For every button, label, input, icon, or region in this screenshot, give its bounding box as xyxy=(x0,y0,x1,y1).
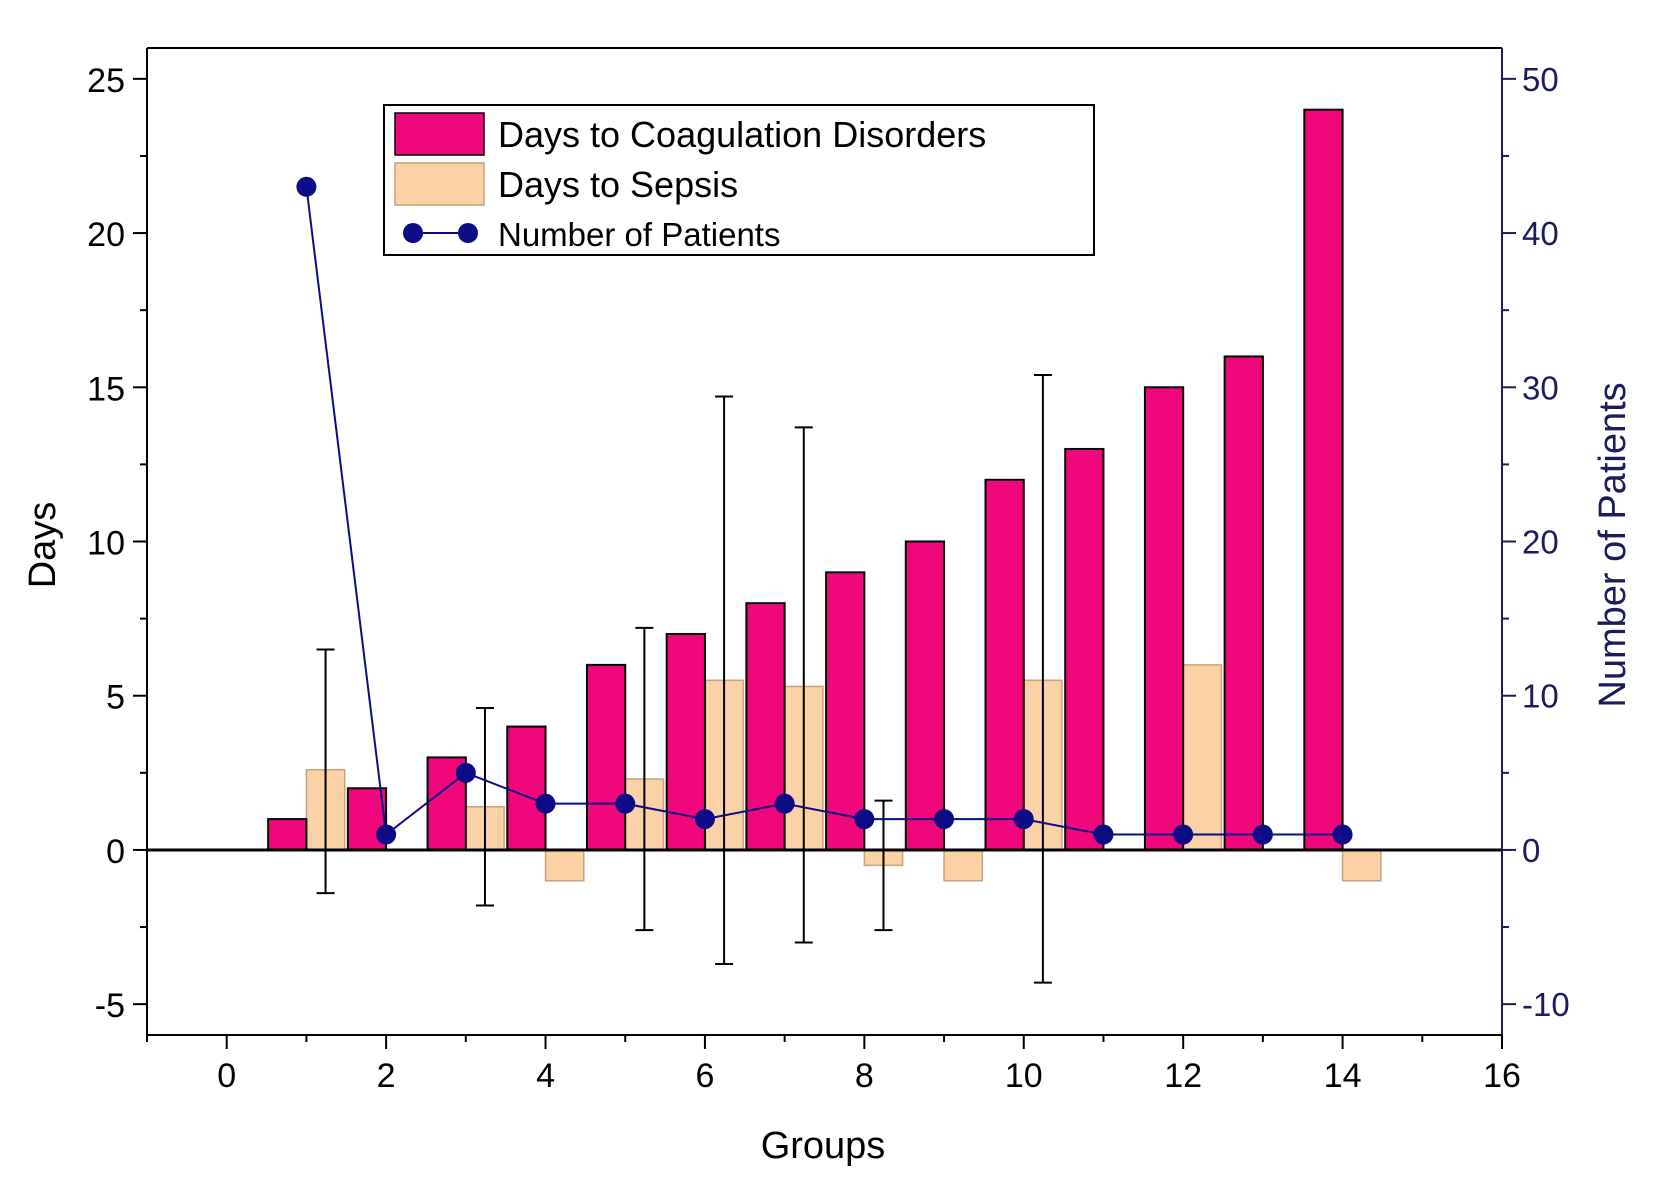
y-tick-label: 20 xyxy=(87,216,125,254)
x-tick-label: 6 xyxy=(695,1057,714,1095)
y2-tick-label: 40 xyxy=(1522,215,1559,252)
bar-sepsis-group-4 xyxy=(544,849,585,882)
point-patients-group-5 xyxy=(615,793,636,814)
point-patients-group-8 xyxy=(854,809,875,830)
error-bar-group-7 xyxy=(794,426,813,944)
legend-label-patients: Number of Patients xyxy=(498,216,780,253)
legend-swatch-sepsis xyxy=(394,162,485,206)
bar-coag-group-5 xyxy=(585,663,627,851)
legend: Days to Coagulation Disorders Days to Se… xyxy=(383,104,1095,256)
x-tick-label: 16 xyxy=(1483,1057,1521,1095)
x-axis-label: Groups xyxy=(761,1125,886,1167)
bar-sepsis-group-9 xyxy=(943,849,984,882)
bar-sepsis-group-14 xyxy=(1341,849,1382,882)
y-tick-label: 5 xyxy=(106,679,125,717)
bar-coag-group-9 xyxy=(904,540,946,851)
legend-box xyxy=(383,104,1095,256)
y2-tick-label: 20 xyxy=(1522,524,1559,561)
error-bar-group-10 xyxy=(1033,373,1052,984)
x-tick-label: 10 xyxy=(1005,1057,1043,1095)
y-tick-label: 0 xyxy=(106,833,125,871)
point-patients-group-9 xyxy=(934,809,955,830)
error-bar-group-1 xyxy=(316,648,335,895)
y2-axis-label: Number of Patients xyxy=(1592,382,1634,707)
y2-tick-label: 0 xyxy=(1522,832,1540,869)
point-patients-group-14 xyxy=(1332,824,1353,845)
y-tick-label: 25 xyxy=(87,62,125,100)
bar-coag-group-13 xyxy=(1223,355,1264,851)
bar-coag-group-11 xyxy=(1064,447,1105,851)
x-tick-label: 8 xyxy=(855,1057,874,1095)
y2-tick-label: 10 xyxy=(1522,678,1559,715)
legend-marker-patients xyxy=(458,223,478,243)
x-tick-label: 4 xyxy=(536,1057,555,1095)
error-bar-group-3 xyxy=(475,707,494,907)
line-patients xyxy=(305,186,1343,837)
x-tick-label: 12 xyxy=(1164,1057,1202,1095)
bar-coag-group-4 xyxy=(506,725,547,851)
point-patients-group-4 xyxy=(535,793,556,814)
bar-coag-group-12 xyxy=(1143,386,1185,851)
error-bar-group-6 xyxy=(715,395,734,966)
bar-coag-group-8 xyxy=(825,571,866,851)
point-patients-group-13 xyxy=(1252,824,1273,845)
point-patients-group-2 xyxy=(376,824,397,845)
bar-coag-group-1 xyxy=(267,818,308,851)
point-patients-group-11 xyxy=(1093,824,1114,845)
point-patients-group-12 xyxy=(1173,824,1194,845)
bar-sepsis-group-12 xyxy=(1182,664,1223,851)
legend-label-coag: Days to Coagulation Disorders xyxy=(498,114,986,155)
point-patients-group-6 xyxy=(694,809,715,830)
y-tick-label: -5 xyxy=(95,987,125,1025)
y-tick-label: 10 xyxy=(87,525,125,563)
bar-coag-group-14 xyxy=(1303,108,1344,851)
legend-label-sepsis: Days to Sepsis xyxy=(498,164,738,205)
x-tick-label: 14 xyxy=(1324,1057,1362,1095)
error-bar-group-5 xyxy=(635,626,654,932)
point-patients-group-3 xyxy=(455,762,476,783)
y2-tick-label: 30 xyxy=(1522,369,1559,406)
y2-tick-label: 50 xyxy=(1522,61,1559,98)
legend-marker-patients xyxy=(403,223,423,243)
point-patients-group-7 xyxy=(774,793,795,814)
y-axis-label: Days xyxy=(22,502,64,589)
x-tick-label: 0 xyxy=(217,1057,236,1095)
error-bar-group-8 xyxy=(874,799,893,932)
x-tick-label: 2 xyxy=(377,1057,396,1095)
point-patients-group-1 xyxy=(296,176,317,197)
point-patients-group-10 xyxy=(1013,809,1034,830)
y-tick-label: 15 xyxy=(87,370,125,408)
bar-coag-group-10 xyxy=(984,478,1025,851)
legend-swatch-coag xyxy=(394,112,485,156)
bar-coag-group-7 xyxy=(745,602,786,851)
y2-tick-label: -10 xyxy=(1522,986,1570,1023)
